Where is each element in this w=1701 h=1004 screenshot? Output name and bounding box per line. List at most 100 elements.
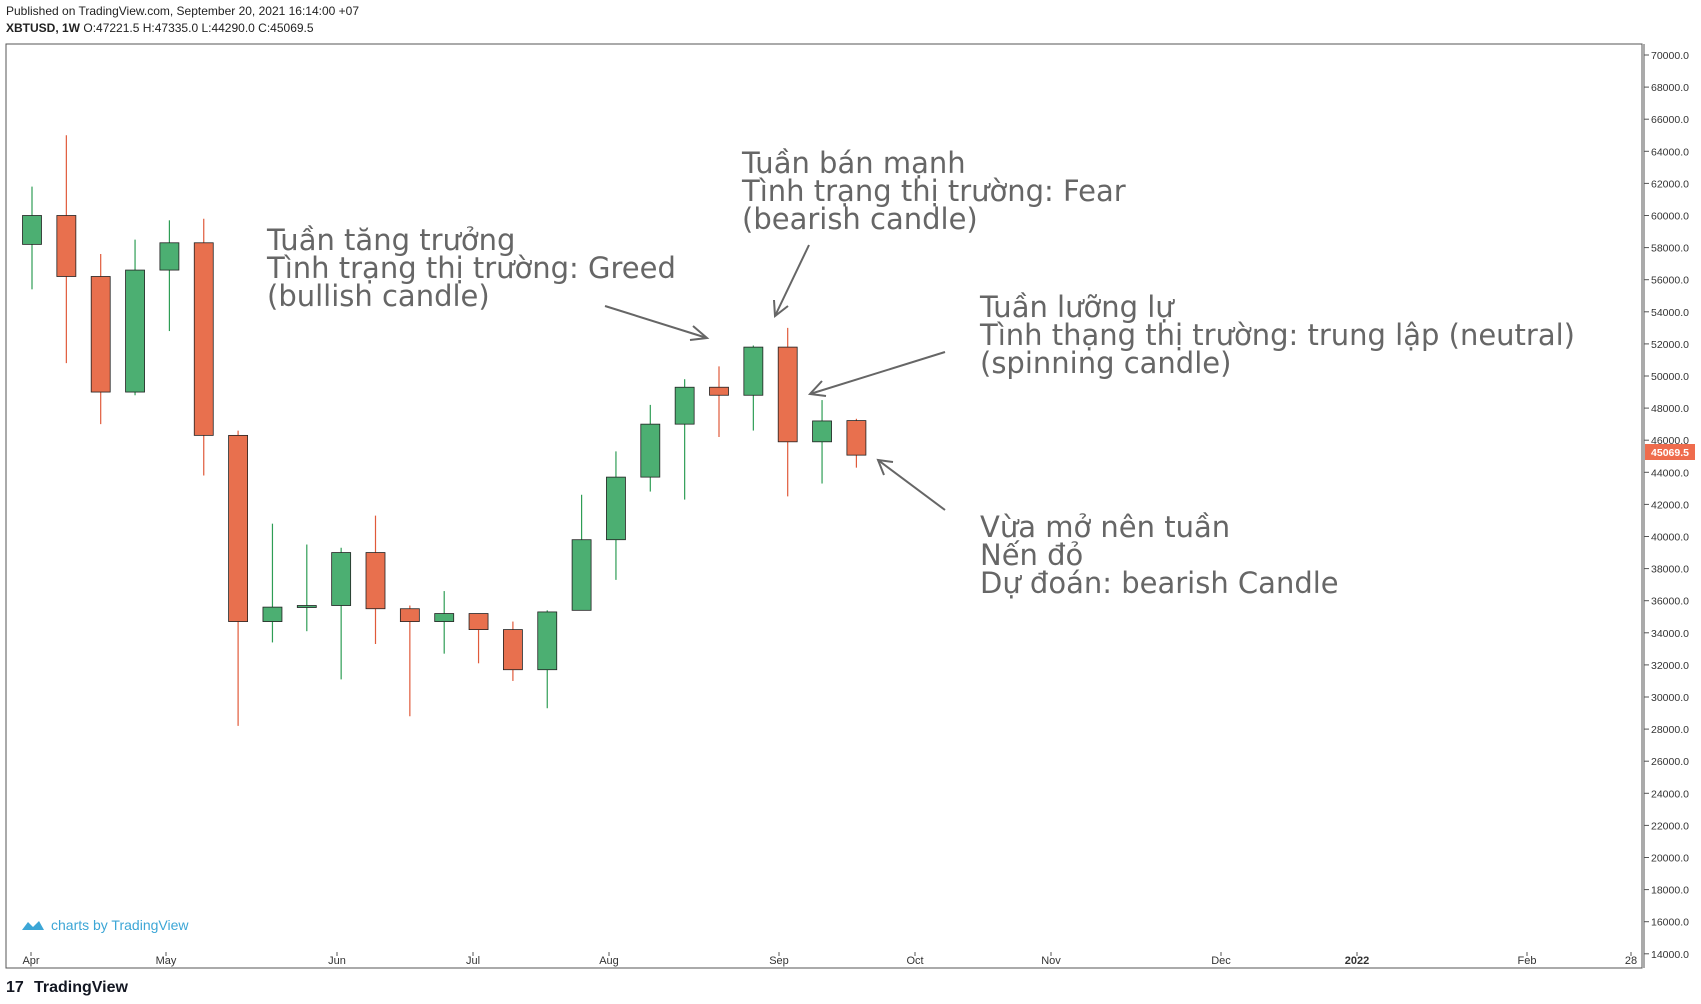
annotation-bullish-line3: (bullish candle) [267,279,490,313]
candle-body [571,539,592,611]
candle-body [193,242,214,436]
candle-bearish [193,218,214,476]
annotation-bullish-line1: Tuần tăng trưởng [266,223,515,257]
candle-bullish [159,220,180,332]
arrow-bearish [773,244,810,318]
candle-body [777,346,798,443]
candle-body [331,552,352,606]
y-tick-label: 52000.0 [1651,339,1689,351]
y-tick-label: 54000.0 [1651,307,1689,319]
candle-body [674,386,695,425]
y-tick-label: 60000.0 [1651,211,1689,223]
candle-bullish [743,345,764,431]
candle-body [296,605,317,608]
candle-bearish [846,418,867,468]
annotation-neutral-line1: Tuần lưỡng lự [979,290,1175,324]
last-price-label: 45069.5 [1651,447,1689,459]
annotation-neutral-line2: Tình thạng thị trường: trung lập (neutra… [979,318,1575,352]
candle-body [468,613,489,630]
candle-body [846,420,867,456]
x-tick-label: 28 [1625,955,1637,967]
y-tick-label: 30000.0 [1651,692,1689,704]
annotation-current-line2: Nến đỏ [980,538,1083,572]
y-tick-label: 34000.0 [1651,628,1689,640]
annotation-bullish: Tuần tăng trưởng Tình trạng thị trường: … [266,223,676,313]
y-tick-label: 68000.0 [1651,82,1689,94]
x-tick-label: Apr [22,955,39,967]
annotation-neutral-line3: (spinning candle) [980,346,1231,380]
brand-name: TradingView [34,979,129,996]
y-tick-label: 58000.0 [1651,243,1689,255]
annotation-current: Vừa mở nên tuần Nến đỏ Dự đoán: bearish … [980,510,1339,600]
candle-body [537,611,558,671]
candle-bearish [90,254,111,425]
published-info: Published on TradingView.com, September … [6,4,360,18]
x-tick-label: Dec [1211,955,1231,967]
candle-bearish [502,621,523,681]
last-price-tag: 45069.5 [1645,444,1695,460]
ohlc-values: O:47221.5 H:47335.0 L:44290.0 C:45069.5 [83,21,314,35]
y-tick-label: 20000.0 [1651,853,1689,865]
y-tick-label: 50000.0 [1651,371,1689,383]
arrow-neutral [807,351,946,397]
candle-bearish [468,613,489,664]
y-tick-label: 42000.0 [1651,499,1689,511]
candle-bullish [262,523,283,643]
cloud-icon [22,921,44,930]
y-tick-label: 32000.0 [1651,660,1689,672]
candle-bullish [606,451,626,580]
candle-body [502,629,523,671]
annotation-bearish-line3: (bearish candle) [742,202,978,236]
y-tick-label: 16000.0 [1651,917,1689,929]
candle-bullish [640,404,661,492]
x-tick-label: Aug [599,955,619,967]
y-tick-label: 56000.0 [1651,275,1689,287]
candle-bullish [22,186,42,290]
x-tick-label: Sep [769,955,789,967]
candle-bearish [56,135,77,364]
x-tick-label: May [156,955,177,967]
candle-body [228,434,249,622]
y-tick-label: 14000.0 [1651,949,1689,961]
annotation-current-line3: Dự đoán: bearish Candle [980,566,1339,600]
candles [22,135,867,726]
candle-bullish [537,610,558,709]
candle-body [606,476,626,541]
symbol-name: XBTUSD, 1W [6,21,81,35]
y-tick-label: 44000.0 [1651,467,1689,479]
x-tick-label: 2022 [1345,955,1369,967]
candle-bearish [777,327,798,497]
arrow-bullish [604,305,710,341]
tradingview-watermark: charts by TradingView [22,917,189,933]
x-tick-label: Nov [1041,955,1061,967]
y-tick-label: 70000.0 [1651,50,1689,62]
y-tick-label: 18000.0 [1651,885,1689,897]
y-tick-label: 24000.0 [1651,788,1689,800]
candle-bearish [228,430,249,726]
candle-body [22,215,42,245]
last-price-tag-bg [1645,444,1695,460]
annotation-bearish-line2: Tình trạng thị trường: Fear [741,174,1126,208]
candle-body [56,215,77,277]
candle-bearish [709,366,729,437]
annotation-bearish-line1: Tuần bán mạnh [741,146,966,180]
symbol-info: XBTUSD, 1W O:47221.5 H:47335.0 L:44290.0… [6,21,314,35]
candle-bullish [331,547,352,680]
watermark-text: charts by TradingView [51,917,189,933]
candle-body [812,420,832,443]
candle-bearish [399,605,420,717]
candle-body [434,613,455,622]
x-tick-label: Feb [1518,955,1537,967]
y-tick-label: 28000.0 [1651,724,1689,736]
y-tick-label: 36000.0 [1651,596,1689,608]
tv-logo-icon: 17 [6,979,24,996]
footer-brand: 17 TradingView [6,979,129,996]
y-tick-label: 64000.0 [1651,146,1689,158]
candle-bullish [812,400,832,484]
candle-body [399,608,420,622]
y-tick-label: 26000.0 [1651,756,1689,768]
y-axis: 70000.0 68000.0 66000.0 64000.0 62000.0 60000… [1644,50,1689,961]
candle-bullish [434,591,455,654]
y-tick-label: 38000.0 [1651,564,1689,576]
